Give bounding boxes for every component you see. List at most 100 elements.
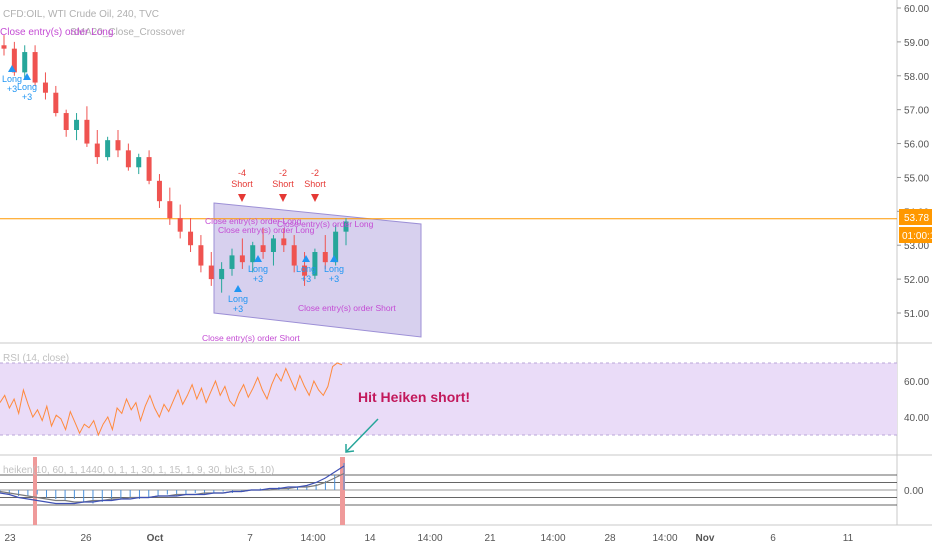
price-tick-label: 52.00 (904, 275, 929, 286)
time-tick-label: Nov (696, 533, 715, 544)
price-tick-label: 55.00 (904, 173, 929, 184)
rsi-band (0, 363, 897, 435)
price-tick-label: 53.00 (904, 241, 929, 252)
candle-body (188, 231, 194, 246)
candle-body (42, 82, 48, 93)
time-tick-label: 14:00 (300, 533, 325, 544)
candle-body (136, 157, 142, 168)
candle-body (322, 252, 328, 263)
heiken-marker (340, 457, 345, 525)
long-signal-count: +3 (233, 304, 243, 314)
candle-body (32, 52, 38, 83)
long-signal-count: +3 (253, 274, 263, 284)
short-signal-label: Short (231, 179, 253, 189)
candle-body (302, 265, 308, 276)
close-order-text: Close entry(s) order Short (202, 333, 300, 343)
time-axis: 23 26 Oct 7 14:00 14 14:00 21 14:00 28 14:00 Nov 6 11 (4, 533, 853, 544)
rsi-label[interactable]: RSI (14, close) (3, 353, 69, 364)
candle-body (229, 255, 235, 269)
candle-body (74, 119, 80, 130)
candle-body (84, 119, 90, 144)
last-price-tag (899, 209, 932, 225)
close-order-text: Close entry(s) order Short (298, 303, 396, 313)
rsi-tick-label: 40.00 (904, 413, 929, 424)
long-arrow-icon (234, 285, 242, 292)
short-signal-count: -2 (311, 168, 319, 178)
candle-body (343, 221, 349, 232)
time-tick-label: 23 (4, 533, 16, 544)
candle-body (281, 238, 287, 246)
short-arrow-icon (279, 194, 287, 202)
long-arrow-icon (302, 255, 310, 262)
rsi-line (0, 362, 343, 437)
candle-body (198, 245, 204, 266)
close-order-text: Close entry(s) order Long (277, 219, 374, 229)
candle-body (115, 140, 121, 151)
close-order-text: Close entry(s) order Long (218, 225, 315, 235)
price-tick-label: 51.00 (904, 309, 929, 320)
candle-body (270, 238, 276, 252)
time-tick-label: 14:00 (540, 533, 565, 544)
long-arrow-icon (254, 255, 262, 262)
rsi-pane: 60.00 40.00 (0, 362, 929, 437)
heiken-tick-label: 0.00 (904, 486, 924, 497)
price-tick-label: 56.00 (904, 140, 929, 151)
long-signal-label: Long (248, 264, 268, 274)
time-tick-label: 28 (604, 533, 616, 544)
candle-body (333, 231, 339, 263)
price-tick-label: 58.00 (904, 72, 929, 83)
short-arrow-icon (311, 194, 319, 202)
long-signal-label: Long (228, 294, 248, 304)
time-tick-label: 6 (770, 533, 776, 544)
price-channel[interactable] (213, 202, 422, 338)
strategy-order-text: Close entry(s) order Long (0, 27, 113, 38)
long-signal-label: Long (17, 82, 37, 92)
candlestick-series[interactable] (1, 35, 349, 293)
candle-body (1, 45, 7, 49)
candle-body (156, 180, 162, 202)
candle-body (260, 245, 266, 252)
candle-body (94, 143, 100, 158)
long-signal-label: Long (2, 74, 22, 84)
time-tick-label: 11 (843, 533, 854, 544)
annotation-text[interactable]: Hit Heiken short! (358, 389, 470, 405)
candle-body (177, 218, 183, 232)
long-arrow-icon (8, 65, 16, 72)
short-signal-count: -2 (279, 168, 287, 178)
long-signal-label: Long (324, 264, 344, 274)
candle-body (219, 268, 225, 280)
time-tick-label: 14 (364, 533, 376, 544)
time-tick-label: 26 (80, 533, 92, 544)
candle-body (22, 52, 28, 73)
candle-body (11, 48, 17, 73)
countdown-tag (899, 227, 932, 243)
annotation-arrow-head (345, 444, 355, 453)
price-tick-label: 60.00 (904, 4, 929, 15)
long-signal-label: Long (296, 264, 316, 274)
strategy-title[interactable]: SMA20_Close_Crossover (70, 27, 186, 38)
long-arrow-icon (330, 255, 338, 262)
heiken-slow-line (0, 472, 345, 503)
countdown-value: 01:00:1? (902, 231, 932, 242)
symbol-title[interactable]: CFD:OIL, WTI Crude Oil, 240, TVC (3, 9, 159, 20)
long-signal-count: +3 (329, 274, 339, 284)
candle-body (312, 252, 318, 276)
candle-body (53, 92, 59, 114)
heiken-marker (33, 457, 37, 525)
close-order-text: Close entry(s) order Long (205, 216, 302, 226)
time-tick-label: 14:00 (417, 533, 442, 544)
candle-body (291, 245, 297, 266)
heiken-pane: 0.00 (0, 457, 924, 525)
price-tick-label: 59.00 (904, 38, 929, 49)
candle-body (146, 157, 152, 181)
heiken-label[interactable]: heiken(10, 60, 1, 1440, 0, 1, 1, 30, 1, … (3, 465, 274, 476)
price-axis: 60.0059.0058.0057.0056.0055.0054.0053.00… (897, 4, 929, 320)
candle-body (239, 255, 245, 263)
long-signal-count: +3 (22, 92, 32, 102)
long-arrow-icon (23, 73, 31, 80)
time-tick-label: 21 (484, 533, 496, 544)
long-signal-count: +3 (7, 84, 17, 94)
time-tick-label: 7 (247, 533, 253, 544)
